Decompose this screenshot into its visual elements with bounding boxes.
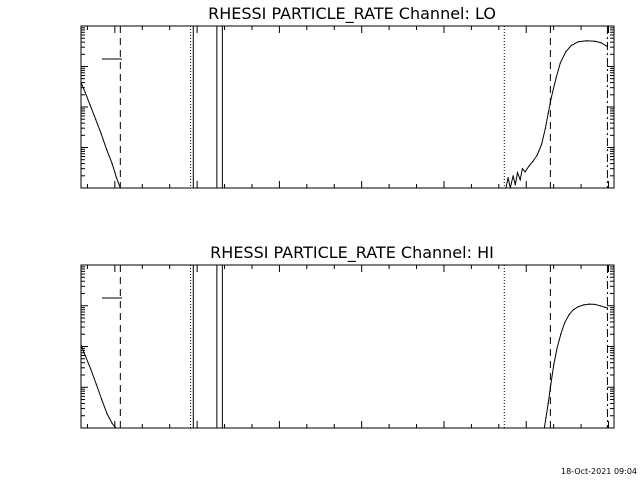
data-point [577,306,579,308]
data-point [559,62,561,64]
data-point [547,112,549,114]
data-point [115,177,118,179]
data-point [606,45,609,48]
data-point [550,383,552,385]
data-point [505,187,507,189]
data-point [600,41,602,44]
data-point [115,427,117,429]
data-point [514,184,516,186]
data-point [588,303,590,305]
series-line [80,344,117,429]
data-point [532,160,534,163]
data-point [550,96,553,98]
data-point [101,398,103,401]
footer-timestamp: 18-Oct-2021 09:04 [561,467,637,476]
panel-lo: RHESSI PARTICLE_RATE Channel: LO [80,4,615,189]
data-point [521,168,523,170]
data-point [565,51,567,53]
data-point [594,303,596,305]
data-point [516,172,519,174]
data-point [528,165,530,167]
data-point [507,177,509,179]
series-line [80,82,121,189]
data-point [556,347,558,349]
chart-title: RHESSI PARTICLE_RATE Channel: HI [210,243,494,263]
data-point [585,40,588,42]
data-point [524,171,526,173]
data-point [512,175,514,177]
data-point [509,187,511,189]
data-point [568,314,570,316]
data-point [543,427,545,429]
data-point [570,44,572,47]
data-point [80,344,82,346]
data-point [100,133,102,135]
data-point [90,368,92,370]
plot-frame [80,264,615,429]
data-point [84,91,86,93]
panel-hi: RHESSI PARTICLE_RATE Channel: HI [80,243,615,429]
data-point [519,179,521,181]
plot-frame [80,25,615,189]
data-point [80,82,82,84]
series-line [505,40,608,189]
data-point [84,354,86,357]
data-point [583,304,585,306]
data-point [106,148,108,150]
data-point [553,364,555,366]
data-point [606,307,609,309]
data-point [577,41,579,43]
data-point [89,104,91,106]
chart-title: RHESSI PARTICLE_RATE Channel: LO [208,4,496,24]
data-point [111,163,113,165]
data-point [560,333,562,335]
data-point [547,402,549,405]
data-point [540,143,543,145]
series-line [543,303,608,429]
data-point [545,416,547,419]
data-point [572,309,575,311]
data-point [544,127,547,129]
data-point [594,40,596,42]
data-point [599,305,601,307]
data-point [95,118,97,120]
data-point [106,413,108,415]
data-point [119,187,121,189]
data-point [564,322,566,324]
data-point [536,154,538,156]
data-point [111,422,113,424]
data-point [95,383,97,385]
data-point [604,306,606,308]
data-point [555,78,557,80]
